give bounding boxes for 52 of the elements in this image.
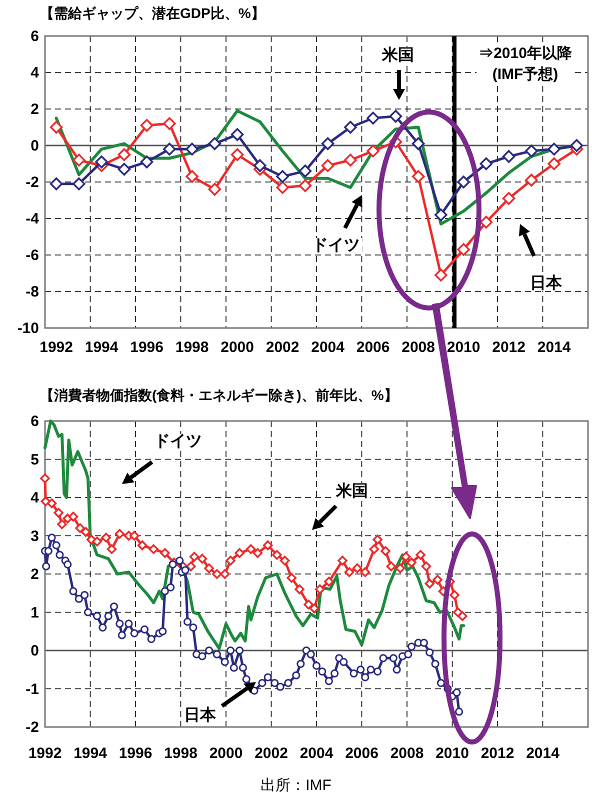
- x-tick-label: 1996: [130, 339, 164, 356]
- ref-line-label: ⇒2010年以降 (IMF予想): [478, 45, 573, 83]
- y-tick-label: 5: [30, 451, 39, 468]
- y-tick-label: -2: [26, 719, 39, 736]
- y-tick-label: 2: [30, 566, 39, 583]
- chart-title: 【消費者物価指数(食料・エネルギー除き)、前年比、%】: [40, 387, 398, 403]
- x-tick-label: 2010: [446, 339, 480, 356]
- y-tick-label: -2: [26, 174, 39, 191]
- x-tick-label: 2004: [300, 745, 334, 762]
- x-tick-label: 1992: [28, 745, 62, 762]
- y-tick-label: 4: [30, 64, 40, 82]
- x-tick-label: 1998: [175, 339, 209, 356]
- annotation: 米国: [335, 482, 368, 500]
- y-tick-label: -1: [26, 680, 39, 698]
- annotation: 日本: [184, 706, 217, 724]
- annotation: 米国: [381, 46, 414, 64]
- x-tick-label: 1998: [164, 745, 198, 762]
- y-tick-label: -6: [26, 247, 39, 264]
- y-tick-label: 1: [30, 604, 39, 622]
- chart-title: 【需給ギャップ、潜在GDP比、%】: [40, 5, 265, 21]
- y-tick-label: 4: [30, 490, 40, 506]
- x-tick-label: 2008: [402, 339, 435, 356]
- x-tick-label: 2008: [390, 745, 424, 762]
- annotation: 日本: [530, 274, 563, 292]
- x-tick-label: 2004: [311, 339, 346, 356]
- text: 出所：IMF: [260, 777, 332, 794]
- y-tick-label: 0: [30, 138, 39, 154]
- y-tick-label: -4: [26, 210, 40, 228]
- y-tick-label: 6: [30, 28, 39, 45]
- y-tick-label: 0: [30, 642, 39, 660]
- x-tick-label: 2012: [480, 745, 514, 762]
- x-tick-label: 2012: [492, 339, 526, 356]
- x-tick-label: 2000: [209, 745, 243, 762]
- annotation: ドイツ: [312, 237, 360, 254]
- x-tick-label: 1994: [74, 745, 108, 762]
- y-tick-label: 2: [30, 101, 39, 118]
- x-tick-label: 2002: [266, 339, 300, 356]
- x-tick-label: 2010: [436, 745, 469, 762]
- x-tick-label: 2006: [345, 745, 378, 762]
- x-tick-label: 2014: [537, 339, 572, 356]
- x-tick-label: 1996: [118, 745, 152, 762]
- x-tick-label: 2014: [526, 745, 560, 762]
- x-tick-label: 1994: [84, 339, 119, 356]
- y-tick-label: 6: [30, 413, 39, 430]
- x-tick-label: 2002: [254, 745, 288, 762]
- y-tick-label: 3: [30, 528, 39, 545]
- y-tick-label: -8: [26, 284, 39, 300]
- x-tick-label: 2000: [220, 339, 254, 356]
- y-tick-label: -10: [17, 320, 39, 337]
- x-tick-label: 2006: [356, 339, 390, 356]
- x-tick-label: 1992: [40, 339, 73, 356]
- annotation: ドイツ: [154, 433, 202, 450]
